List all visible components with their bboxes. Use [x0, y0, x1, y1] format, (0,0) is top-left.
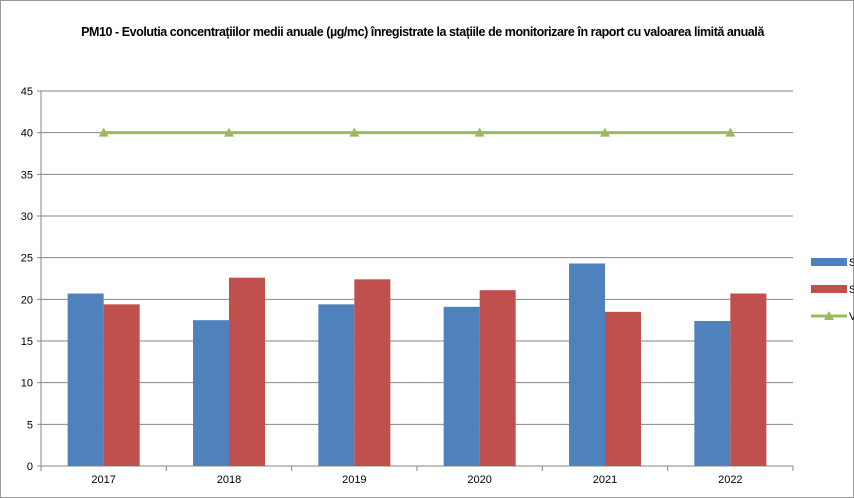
x-tick-labels: 2017 2018 2019 2020 2021 2022	[91, 474, 742, 486]
bar-sm2-2022	[730, 293, 767, 466]
legend: SM1 SM2 VL	[811, 257, 854, 323]
marker-vl-2022	[725, 127, 736, 137]
legend-swatch-sm1	[811, 258, 847, 266]
bars	[67, 263, 767, 466]
y-tick-label: 20	[21, 294, 33, 306]
marker-vl-2018	[224, 127, 234, 137]
y-tick-label: 45	[21, 86, 33, 98]
marker-vl-2019	[349, 127, 360, 137]
bar-sm2-2019	[354, 279, 391, 466]
bar-sm1-2019	[318, 304, 355, 466]
y-tick-label: 15	[21, 336, 33, 348]
bar-sm1-2022	[694, 321, 731, 466]
y-tick-label: 25	[21, 253, 33, 265]
bar-sm1-2017	[67, 293, 104, 466]
marker-vl-2020	[474, 127, 485, 137]
bar-sm2-2020	[479, 290, 516, 466]
legend-swatch-sm2	[811, 285, 847, 293]
legend-marker-vl	[824, 311, 834, 320]
legend-label-sm2: SM2	[849, 284, 854, 296]
y-tick-label: 30	[21, 211, 33, 223]
x-tick-label: 2020	[467, 474, 491, 486]
marker-vl-2017	[98, 127, 109, 137]
x-tick-label: 2019	[342, 474, 366, 486]
y-tick-labels: 0 5 10 15 20 25 30 35 40 45	[21, 86, 33, 473]
x-tick-label: 2022	[718, 474, 742, 486]
legend-label-sm1: SM1	[849, 257, 854, 269]
bar-sm2-2021	[605, 311, 641, 466]
limit-line	[98, 127, 736, 137]
bar-sm1-2018	[193, 320, 229, 466]
bar-sm1-2021	[569, 263, 605, 466]
grid-lines	[41, 90, 793, 425]
x-tick-label: 2021	[593, 474, 617, 486]
y-tick-label: 35	[21, 169, 33, 181]
chart-title: PM10 - Evolutia concentrațiilor medii an…	[81, 25, 764, 39]
y-tick-label: 10	[21, 378, 33, 390]
y-tick-label: 5	[27, 419, 33, 431]
axes	[37, 90, 794, 471]
x-tick-label: 2017	[91, 474, 115, 486]
bar-sm2-2018	[229, 277, 265, 466]
y-tick-label: 0	[27, 461, 33, 473]
x-tick-label: 2018	[217, 474, 241, 486]
marker-vl-2021	[600, 127, 610, 137]
bar-sm1-2020	[443, 306, 480, 466]
y-tick-label: 40	[21, 128, 33, 140]
legend-label-vl: VL	[849, 311, 854, 323]
bar-sm2-2017	[103, 304, 140, 466]
